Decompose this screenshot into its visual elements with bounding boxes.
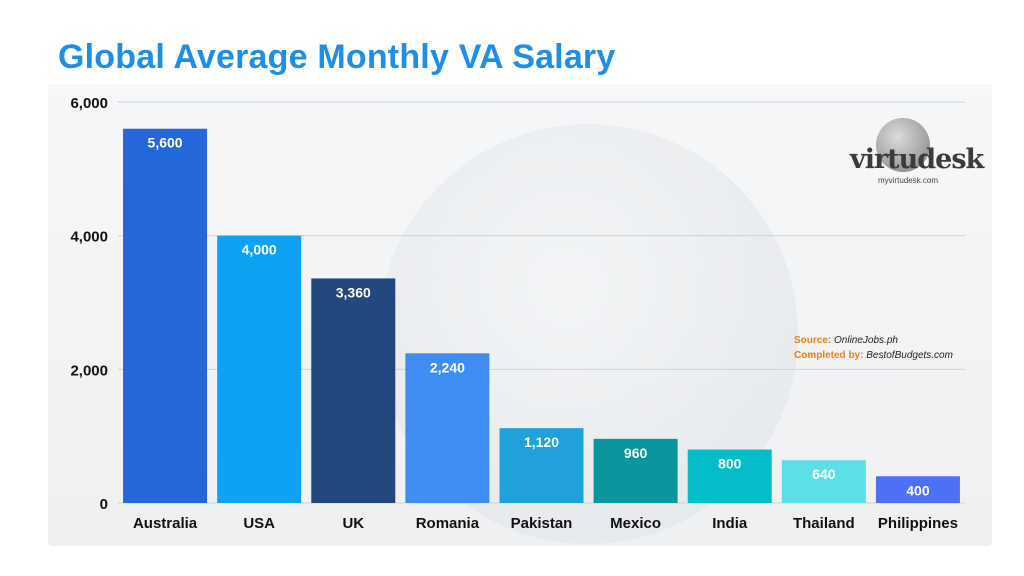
data-label: 2,240 xyxy=(430,359,465,375)
x-tick-label: Pakistan xyxy=(511,515,573,532)
completed-label: Completed by: xyxy=(794,350,864,361)
data-label: 400 xyxy=(906,482,930,498)
data-label: 5,600 xyxy=(148,135,183,151)
logo-wordmark: virtudesk xyxy=(850,144,984,175)
data-label: 1,120 xyxy=(524,434,559,450)
data-label: 640 xyxy=(812,466,836,482)
x-tick-label: Thailand xyxy=(793,515,855,532)
bar xyxy=(875,476,960,503)
logo-url: myvirtudesk.com xyxy=(877,176,938,185)
virtudesk-logo: virtudesk myvirtudesk.com xyxy=(846,118,984,188)
x-tick-label: Romania xyxy=(416,515,480,532)
bar xyxy=(499,428,584,503)
x-tick-label: Australia xyxy=(133,515,198,532)
chart-title: Global Average Monthly VA Salary xyxy=(58,38,616,76)
bar xyxy=(405,353,490,503)
source-note: Source: OnlineJobs.ph xyxy=(794,335,898,346)
bar xyxy=(217,235,302,503)
bar xyxy=(687,449,772,503)
y-tick-label: 4,000 xyxy=(70,229,108,246)
x-tick-label: UK xyxy=(342,515,364,532)
bar xyxy=(311,278,396,503)
data-label: 3,360 xyxy=(336,284,371,300)
y-tick-label: 2,000 xyxy=(70,362,108,379)
y-tick-label: 6,000 xyxy=(70,95,108,112)
x-tick-label: Mexico xyxy=(610,515,661,532)
completed-value: BestofBudgets.com xyxy=(866,350,953,361)
data-label: 4,000 xyxy=(242,242,277,258)
x-tick-label: Philippines xyxy=(878,515,958,532)
logo-globe-icon xyxy=(876,118,930,172)
completed-note: Completed by: BestofBudgets.com xyxy=(794,350,953,361)
data-label: 960 xyxy=(624,445,648,461)
bar xyxy=(593,438,678,503)
data-label: 800 xyxy=(718,456,742,472)
x-tick-label: USA xyxy=(243,515,275,532)
y-tick-label: 0 xyxy=(100,496,108,513)
bar xyxy=(123,128,208,503)
source-value: OnlineJobs.ph xyxy=(834,335,898,346)
source-label: Source: xyxy=(794,335,832,346)
bar xyxy=(781,460,866,503)
x-tick-label: India xyxy=(712,515,748,532)
